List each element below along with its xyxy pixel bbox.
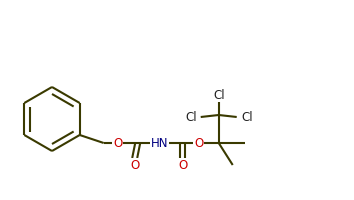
Text: Cl: Cl — [213, 89, 224, 102]
Text: O: O — [113, 137, 122, 150]
Text: O: O — [130, 159, 139, 172]
Text: HN: HN — [151, 137, 169, 150]
Text: O: O — [194, 137, 203, 150]
Text: O: O — [178, 159, 187, 172]
Text: Cl: Cl — [241, 111, 252, 124]
Text: Cl: Cl — [185, 111, 196, 124]
